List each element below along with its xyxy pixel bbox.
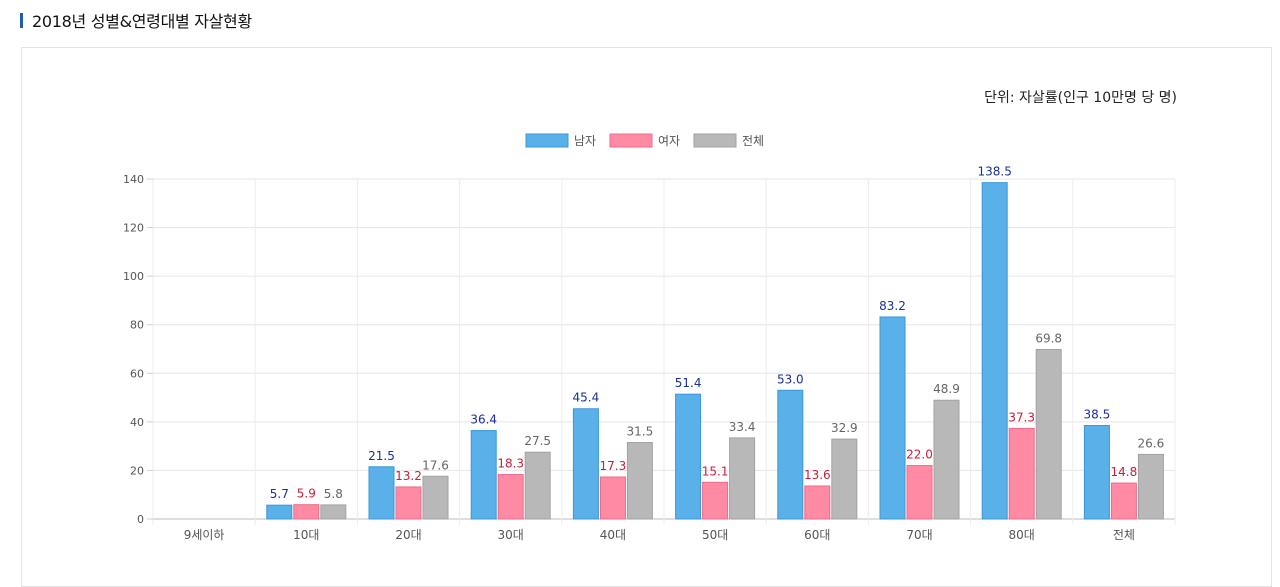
y-tick-label: 80 [130,319,144,332]
bar-male[interactable] [879,316,906,520]
value-label: 32.9 [831,421,858,435]
value-label: 83.2 [879,299,906,313]
x-category-label: 50대 [702,528,728,542]
y-tick-label: 0 [137,513,144,526]
bar-female[interactable] [293,504,320,520]
y-tick-label: 100 [123,270,144,283]
legend-swatch-2[interactable] [693,133,737,148]
legend: 남자 여자 전체 [525,133,764,148]
x-category-label: 60대 [804,528,830,542]
bar-male[interactable] [1083,425,1110,520]
x-category-label: 10대 [293,528,319,542]
value-label: 18.3 [497,457,524,471]
bars [266,182,1164,520]
value-label: 38.5 [1084,408,1111,422]
bar-female[interactable] [1008,427,1035,520]
value-labels: 5.7 5.9 5.8 21.513.217.6 36.4 18.327.5 45.4 17.… [270,165,1165,502]
value-label: 5.9 [297,487,316,501]
x-category-label: 30대 [498,528,524,542]
value-label: 14.8 [1111,465,1138,479]
bar-female[interactable] [906,465,933,520]
bar-total[interactable] [729,437,756,520]
value-label: 138.5 [978,165,1012,179]
value-label: 37.3 [1008,410,1035,424]
x-category-label: 9세이하 [184,528,225,542]
bar-female[interactable] [497,474,524,520]
unit-label: 단위: 자살률(인구 10만명 당 명) [984,90,1177,106]
bar-total[interactable] [626,442,653,520]
value-label: 5.8 [324,487,343,501]
page-title-bar: 2018년 성별&연령대별 자살현황 [20,8,252,32]
value-label: 17.6 [422,458,449,472]
legend-label-2[interactable]: 전체 [742,134,764,148]
bar-female[interactable] [1110,482,1137,520]
y-tick-label: 120 [123,222,144,235]
value-label: 21.5 [368,449,395,463]
x-category-label: 40대 [600,528,626,542]
legend-swatch-0[interactable] [525,133,569,148]
x-category-label: 20대 [395,528,421,542]
value-label: 17.3 [600,459,627,473]
bar-male[interactable] [266,504,293,520]
value-label: 13.2 [395,469,422,483]
value-label: 33.4 [729,420,756,434]
value-label: 53.0 [777,372,804,386]
bar-male[interactable] [368,466,395,520]
bar-total[interactable] [933,399,960,520]
bar-male[interactable] [675,393,702,520]
value-label: 51.4 [675,376,702,390]
title-marker [20,12,23,28]
value-label: 22.0 [906,448,933,462]
bar-male[interactable] [981,182,1008,520]
value-label: 15.1 [702,464,729,478]
bar-female[interactable] [599,476,626,520]
bar-male[interactable] [572,408,599,520]
y-axis: 0 20 40 60 80 100 120 140 [123,173,153,526]
bar-male[interactable] [777,389,804,520]
value-label: 48.9 [933,382,960,396]
value-label: 69.8 [1035,331,1062,345]
bar-total[interactable] [1137,453,1164,520]
page-title: 2018년 성별&연령대별 자살현황 [32,12,252,31]
x-category-label: 80대 [1009,528,1035,542]
value-label: 26.6 [1138,436,1165,450]
bar-total[interactable] [831,438,858,520]
bar-total[interactable] [1035,348,1062,520]
value-label: 13.6 [804,468,831,482]
legend-label-1[interactable]: 여자 [658,134,680,148]
bar-total[interactable] [320,504,347,520]
value-label: 45.4 [573,391,600,405]
bar-total[interactable] [422,475,449,520]
bar-female[interactable] [395,486,422,520]
y-tick-label: 60 [130,367,144,380]
bar-female[interactable] [702,481,729,520]
x-category-label: 전체 [1113,528,1135,542]
bar-total[interactable] [524,451,551,520]
bar-male[interactable] [470,430,497,520]
legend-swatch-1[interactable] [609,133,653,148]
value-label: 27.5 [524,434,551,448]
x-category-label: 70대 [906,528,932,542]
y-tick-label: 140 [123,173,144,186]
value-label: 31.5 [627,425,654,439]
value-label: 5.7 [270,487,289,501]
bar-female[interactable] [804,485,831,520]
value-label: 36.4 [470,413,497,427]
y-tick-label: 20 [130,464,144,477]
y-tick-label: 40 [130,416,144,429]
x-axis: 9세이하 10대 20대 30대 40대 50대 60대 70대 80대 전체 [184,528,1135,542]
legend-label-0[interactable]: 남자 [574,134,596,148]
